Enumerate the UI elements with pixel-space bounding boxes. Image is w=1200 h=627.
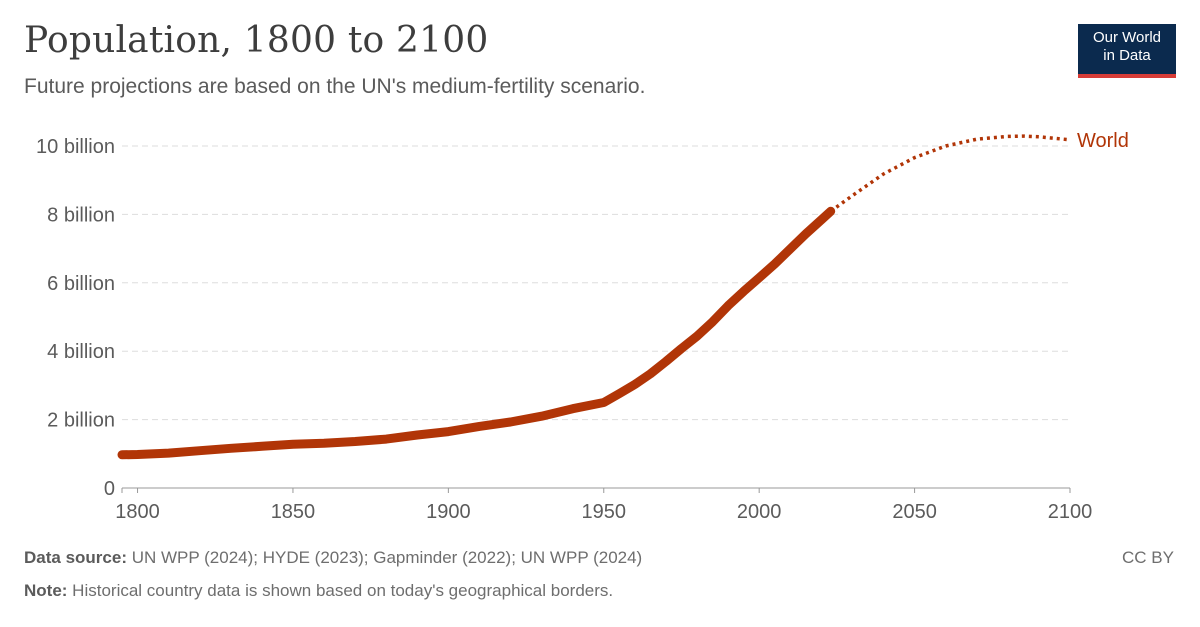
chart-subtitle: Future projections are based on the UN's… [24,75,646,98]
data-source-line: Data source: UN WPP (2024); HYDE (2023);… [24,548,642,568]
chart-title: Population, 1800 to 2100 [24,20,489,61]
series-labels: World [1077,130,1129,152]
y-tick-label: 4 billion [47,341,115,363]
license-link[interactable]: CC BY [1122,548,1174,567]
x-tick-label: 1800 [115,501,160,523]
y-tick-label: 6 billion [47,273,115,295]
x-tick-label: 1950 [582,501,627,523]
x-tick-label: 1900 [426,501,471,523]
note-label: Note: [24,581,68,600]
population-chart: 0 2 billion 4 billion 6 billion 8 billion 10 … [36,130,1129,523]
series-lines [117,134,1071,460]
x-tick-label: 2000 [737,501,782,523]
logo-line-2: in Data [1103,47,1151,64]
y-tick-label: 2 billion [47,410,115,432]
x-tick-label: 2050 [892,501,937,523]
axes: 0 2 billion 4 billion 6 billion 8 billion 10 … [36,136,1092,523]
x-tick-label: 2100 [1048,501,1093,523]
note-text: Historical country data is shown based o… [67,581,614,600]
data-source-label: Data source: [24,548,127,567]
y-tick-label: 8 billion [47,204,115,226]
world-projection-line[interactable] [829,134,1071,213]
y-tick-label: 0 [104,478,115,500]
gridlines [122,145,1070,421]
owid-logo[interactable]: Our World in Data [1078,24,1176,78]
world-historical-line[interactable] [117,206,836,460]
series-label-world[interactable]: World [1077,130,1129,152]
note-line: Note: Historical country data is shown b… [24,581,613,601]
x-tick-label: 1850 [271,501,316,523]
logo-line-1: Our World [1092,29,1162,46]
y-tick-label: 10 billion [36,136,115,158]
data-source-text[interactable]: UN WPP (2024); HYDE (2023); Gapminder (2… [126,548,643,567]
